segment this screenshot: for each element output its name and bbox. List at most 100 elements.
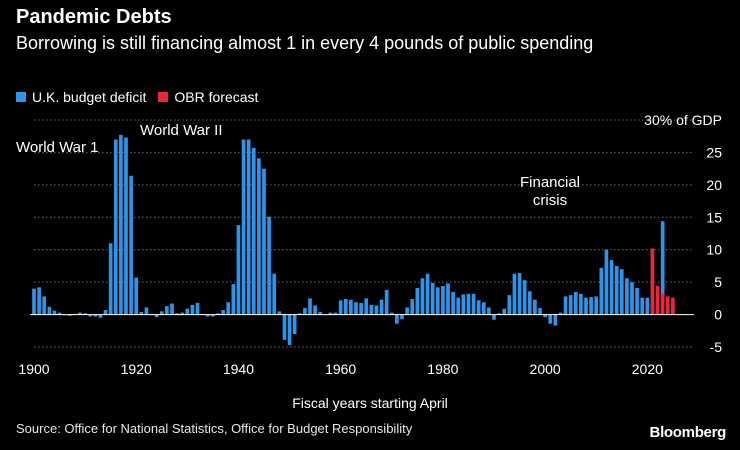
bar [655, 286, 660, 315]
bar [119, 134, 123, 315]
bar [487, 307, 491, 315]
bar [492, 314, 496, 320]
bar [241, 139, 246, 315]
bar [159, 311, 164, 315]
annotation: World War II [140, 122, 223, 139]
legend-label-deficit: U.K. budget deficit [32, 89, 147, 105]
bar [364, 298, 369, 315]
bar [113, 139, 118, 315]
bar [517, 273, 522, 315]
bar [584, 297, 588, 315]
bar [246, 139, 251, 315]
x-tick-label: 1980 [427, 361, 458, 377]
bar [328, 312, 333, 315]
bar [78, 312, 82, 315]
bar [415, 287, 420, 315]
bar [308, 298, 312, 315]
bar [338, 300, 343, 315]
bar [165, 306, 169, 315]
legend: U.K. budget deficit OBR forecast [16, 89, 270, 105]
bar [604, 249, 609, 315]
bar [502, 308, 507, 315]
bar [129, 175, 133, 315]
bar [533, 299, 537, 315]
bar [180, 312, 185, 315]
bar [671, 297, 675, 315]
bar [563, 296, 568, 315]
bar [507, 295, 512, 315]
bar [236, 225, 241, 315]
bar [354, 302, 358, 315]
y-tick-label: 0 [714, 307, 722, 323]
bar [139, 311, 144, 315]
y-tick-label: 20 [706, 177, 722, 193]
bar [175, 313, 179, 315]
bar [558, 312, 563, 315]
bar [185, 308, 190, 315]
annotation: Financial crisis [520, 174, 580, 209]
source-note: Source: Office for National Statistics, … [16, 421, 413, 436]
bar [374, 305, 379, 315]
bar [32, 288, 36, 315]
y-tick-label: 30% of GDP [644, 112, 722, 128]
bar [430, 282, 435, 315]
bar [379, 299, 384, 315]
bar [349, 299, 353, 315]
bar [67, 314, 72, 316]
bar [205, 314, 210, 317]
bar [527, 291, 532, 315]
bar [226, 302, 231, 315]
bar [405, 307, 409, 315]
bar [47, 306, 52, 315]
y-tick-label: 15 [706, 209, 722, 225]
bar [400, 314, 404, 320]
bar [124, 137, 128, 315]
y-tick-label: 10 [706, 242, 722, 258]
bar [170, 303, 174, 315]
bar [619, 269, 624, 315]
bar [262, 168, 266, 315]
bar [594, 296, 599, 315]
bar [512, 273, 517, 315]
legend-swatch-forecast [158, 92, 169, 102]
x-tick-label: 2020 [632, 361, 663, 377]
bar [614, 265, 619, 315]
legend-item-forecast: OBR forecast [158, 89, 258, 105]
bar [425, 273, 430, 315]
bar [635, 287, 639, 315]
bar [481, 302, 486, 315]
annotation-line: Financial [520, 174, 580, 191]
bar [573, 291, 578, 315]
chart-subtitle: Borrowing is still financing almost 1 in… [16, 33, 594, 53]
x-tick-label: 1960 [325, 361, 356, 377]
bar [589, 297, 593, 315]
bar [297, 313, 302, 315]
bar [476, 300, 481, 315]
bar [579, 293, 583, 315]
bar [451, 291, 455, 315]
y-tick-label: -5 [710, 339, 723, 355]
legend-label-forecast: OBR forecast [174, 89, 259, 105]
bar [553, 314, 558, 326]
bar [272, 273, 277, 315]
bar [333, 312, 338, 315]
bar [37, 287, 41, 315]
bar [108, 243, 113, 315]
bar [88, 314, 93, 317]
bar [257, 158, 261, 315]
bar [52, 310, 57, 315]
bar [287, 314, 292, 346]
y-tick-label: 5 [714, 274, 722, 290]
bar [471, 293, 476, 315]
bar [522, 280, 527, 315]
bar [359, 302, 363, 315]
bar [543, 314, 547, 318]
bar [548, 314, 553, 324]
bar [435, 287, 440, 315]
bar [441, 286, 445, 315]
bar [190, 304, 195, 315]
bar [103, 310, 108, 315]
annotation-line: crisis [533, 192, 567, 209]
bar [231, 284, 236, 315]
bar [665, 296, 670, 315]
